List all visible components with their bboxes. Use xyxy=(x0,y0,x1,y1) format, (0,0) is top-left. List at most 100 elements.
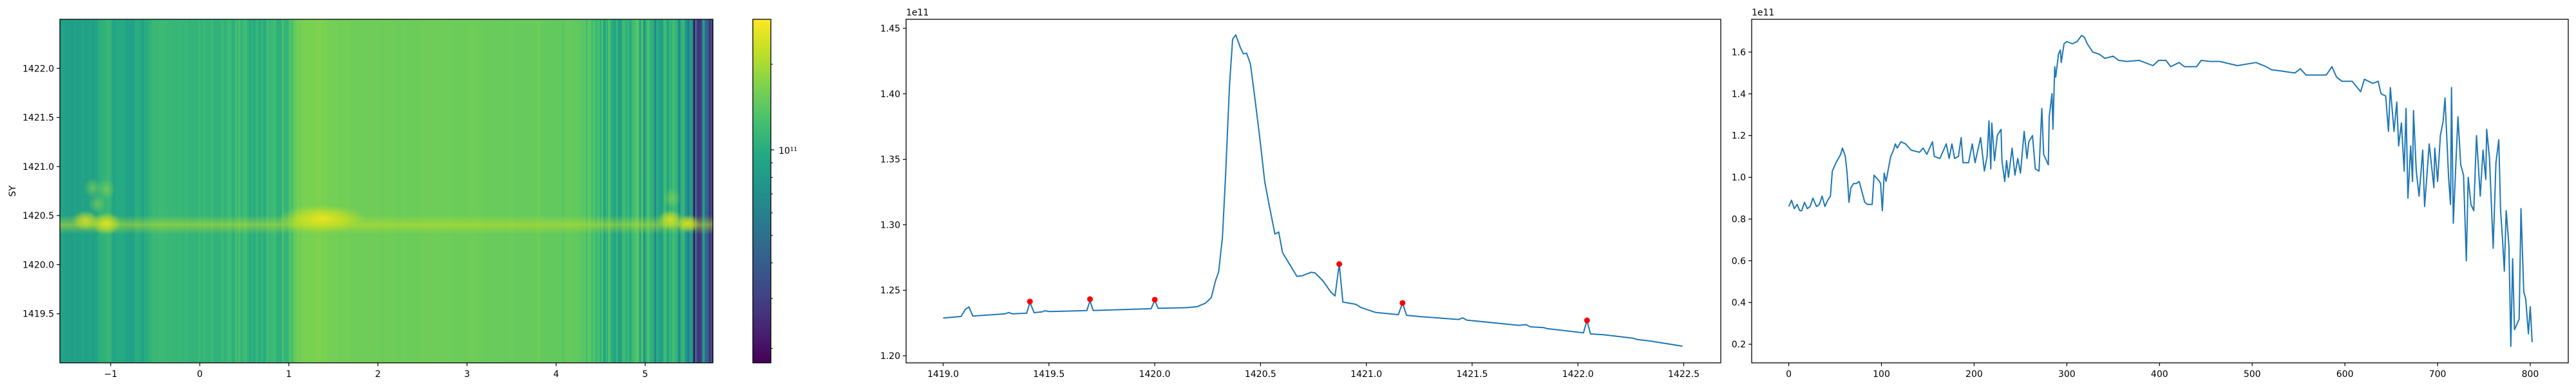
heatmap-column xyxy=(402,19,408,363)
heatmap-column xyxy=(198,19,202,363)
x-tick-label: 1419.5 xyxy=(1033,369,1065,380)
heatmap-column xyxy=(327,19,333,363)
heatmap-column xyxy=(337,19,345,363)
heatmap-column xyxy=(658,19,661,363)
heatmap-column xyxy=(234,19,236,363)
peak-marker xyxy=(1087,296,1094,302)
heatmap-column xyxy=(287,19,289,363)
x-tick-label: 800 xyxy=(2522,369,2539,380)
heatmap-column xyxy=(260,19,264,363)
y-tick-label: 1420.5 xyxy=(23,211,54,221)
heatmap-column xyxy=(209,19,212,363)
heatmap-column xyxy=(181,19,187,363)
heatmap-column xyxy=(147,19,150,363)
heatmap-column xyxy=(256,19,259,363)
x-tick-label: 2 xyxy=(375,369,381,380)
heatmap-column xyxy=(73,19,77,363)
x-tick-label: 700 xyxy=(2429,369,2447,380)
heatmap-column xyxy=(349,19,357,363)
heatmap-column xyxy=(384,19,392,363)
heatmap-column xyxy=(228,19,232,363)
heatmap-column xyxy=(708,19,711,363)
heatmap-column xyxy=(367,19,380,363)
heatmap-band xyxy=(60,215,713,235)
profile-panel: 0 100 200 300 400 500 600 700 800 0.2 0.4 0.6 0.8 1.0… xyxy=(1732,8,2569,380)
heatmap-column xyxy=(158,19,163,363)
heatmap-column xyxy=(478,19,484,363)
heatmap-column xyxy=(639,19,641,363)
heatmap-column xyxy=(281,19,284,363)
y-tick-label: 1.20 xyxy=(880,351,900,362)
heatmap-hotspot xyxy=(90,212,122,235)
heatmap-column xyxy=(645,19,648,363)
heatmap-column xyxy=(705,19,707,363)
heatmap-column xyxy=(656,19,659,363)
x-tick-label: 1421.5 xyxy=(1456,369,1488,380)
peak-marker xyxy=(1336,261,1343,267)
peak-marker xyxy=(1584,317,1590,324)
heatmap-column xyxy=(76,19,79,363)
heatmap-column xyxy=(252,19,256,363)
y-tick-label: 1.35 xyxy=(880,155,900,165)
heatmap-column xyxy=(317,19,320,363)
heatmap-column xyxy=(621,19,627,363)
heatmap-column xyxy=(610,19,614,363)
heatmap-column xyxy=(605,19,608,363)
x-tick-label: 0 xyxy=(1786,369,1792,380)
axes-frame xyxy=(59,19,714,363)
heatmap-column xyxy=(629,19,632,363)
x-tick-label: 1421.0 xyxy=(1350,369,1382,380)
heatmap-column xyxy=(223,19,227,363)
y-tick-label: 1.2 xyxy=(1732,131,1746,142)
heatmap-column xyxy=(504,19,509,363)
heatmap-column xyxy=(270,19,274,363)
peak-marker xyxy=(1027,299,1033,305)
heatmap-column xyxy=(319,19,323,363)
heatmap-column xyxy=(145,19,147,363)
heatmap-column xyxy=(62,19,66,363)
y-tick-label: 1421.5 xyxy=(23,113,54,124)
x-tick-label: 3 xyxy=(464,369,470,380)
heatmap-column xyxy=(64,19,68,363)
heatmap-column xyxy=(483,19,491,363)
heatmap-column xyxy=(356,19,368,363)
heatmap-column xyxy=(540,19,546,363)
y-tick-label: 1.40 xyxy=(880,89,900,100)
heatmap-column xyxy=(654,19,657,363)
heatmap-faint-spot xyxy=(84,178,102,199)
heatmap-column xyxy=(687,19,690,363)
heatmap-column xyxy=(126,19,129,363)
heatmap-column xyxy=(151,19,154,363)
heatmap-column xyxy=(594,19,598,363)
heatmap-column xyxy=(243,19,247,363)
heatmap-column xyxy=(178,19,182,363)
heatmap-column xyxy=(565,19,573,363)
heatmap-column xyxy=(641,19,644,363)
heatmap-column xyxy=(133,19,135,363)
y-tick-label: 1422.0 xyxy=(23,64,54,74)
heatmap-column xyxy=(249,19,252,363)
heatmap-column xyxy=(140,19,143,363)
profile-axes: 0 100 200 300 400 500 600 700 800 0.2 0.4 0.6 0.8 1.0… xyxy=(1732,19,2569,380)
heatmap-column xyxy=(283,19,287,363)
heatmap-column xyxy=(636,19,639,363)
heatmap-column xyxy=(187,19,193,363)
heatmap-column xyxy=(139,19,141,363)
heatmap-column xyxy=(175,19,178,363)
heatmap-column xyxy=(536,19,541,363)
heatmap-column xyxy=(213,19,218,363)
heatmap-column xyxy=(258,19,261,363)
heatmap-column xyxy=(238,19,241,363)
y-tick-label: 1421.0 xyxy=(23,162,54,172)
y-tick-label: 0.2 xyxy=(1732,340,1746,350)
heatmap-column xyxy=(631,19,635,363)
series-line xyxy=(1788,35,2533,347)
heatmap-column xyxy=(246,19,248,363)
heatmap-column xyxy=(438,19,454,363)
x-tick-label: 0 xyxy=(197,369,203,380)
heatmap-column xyxy=(344,19,350,363)
spectrum-panel: 1419.0 1419.5 1420.0 1420.5 1421.0 1421.5 1422… xyxy=(880,8,1721,380)
heatmap-column xyxy=(395,19,403,363)
heatmap-column xyxy=(60,19,63,363)
heatmap-hotspot xyxy=(676,214,700,233)
